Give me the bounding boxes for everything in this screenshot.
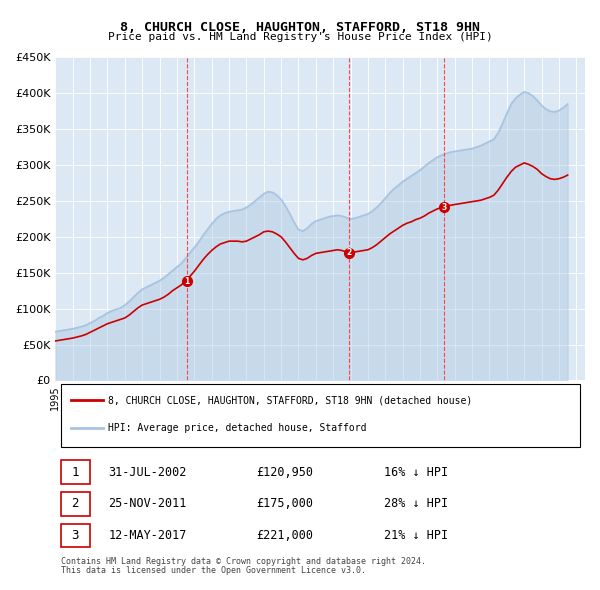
Text: 3: 3 <box>71 529 79 542</box>
Text: 1: 1 <box>71 466 79 478</box>
Text: 28% ↓ HPI: 28% ↓ HPI <box>384 497 448 510</box>
Text: 21% ↓ HPI: 21% ↓ HPI <box>384 529 448 542</box>
Text: 12-MAY-2017: 12-MAY-2017 <box>109 529 187 542</box>
FancyBboxPatch shape <box>61 492 90 516</box>
Text: 31-JUL-2002: 31-JUL-2002 <box>109 466 187 478</box>
Text: HPI: Average price, detached house, Stafford: HPI: Average price, detached house, Staf… <box>109 424 367 434</box>
FancyBboxPatch shape <box>61 460 90 484</box>
Text: 3: 3 <box>441 203 446 212</box>
Text: £175,000: £175,000 <box>257 497 314 510</box>
Text: £120,950: £120,950 <box>257 466 314 478</box>
Text: Price paid vs. HM Land Registry's House Price Index (HPI): Price paid vs. HM Land Registry's House … <box>107 32 493 42</box>
Text: 2: 2 <box>71 497 79 510</box>
Text: This data is licensed under the Open Government Licence v3.0.: This data is licensed under the Open Gov… <box>61 566 365 575</box>
FancyBboxPatch shape <box>61 384 580 447</box>
Text: 16% ↓ HPI: 16% ↓ HPI <box>384 466 448 478</box>
Text: 1: 1 <box>184 277 190 286</box>
FancyBboxPatch shape <box>61 524 90 548</box>
Text: Contains HM Land Registry data © Crown copyright and database right 2024.: Contains HM Land Registry data © Crown c… <box>61 557 425 566</box>
Text: £221,000: £221,000 <box>257 529 314 542</box>
Text: 8, CHURCH CLOSE, HAUGHTON, STAFFORD, ST18 9HN: 8, CHURCH CLOSE, HAUGHTON, STAFFORD, ST1… <box>120 21 480 34</box>
Text: 2: 2 <box>346 248 352 257</box>
Text: 25-NOV-2011: 25-NOV-2011 <box>109 497 187 510</box>
Text: 8, CHURCH CLOSE, HAUGHTON, STAFFORD, ST18 9HN (detached house): 8, CHURCH CLOSE, HAUGHTON, STAFFORD, ST1… <box>109 395 473 405</box>
